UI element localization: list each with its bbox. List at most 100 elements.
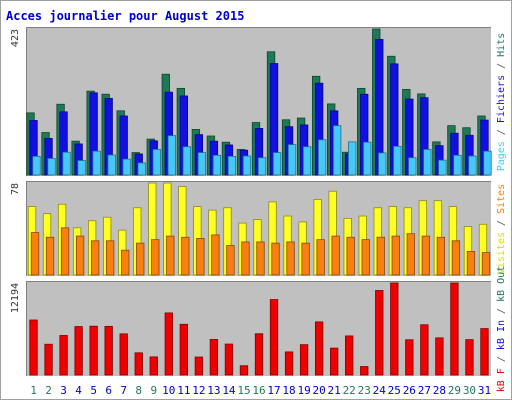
bar-kb-f-day-29 <box>450 282 459 376</box>
bar-sites-day-8 <box>136 242 145 276</box>
bar-kb-f-day-21 <box>330 347 339 376</box>
chart-title: Acces journalier pour August 2015 <box>6 9 245 23</box>
legend-label: Pages / Fichiers / Hits <box>496 33 507 172</box>
bar-kb-f-day-31 <box>480 328 489 376</box>
bar-pages-day-22 <box>348 141 357 176</box>
x-tick-label-day-20: 20 <box>313 384 326 397</box>
bar-pages-day-28 <box>438 159 447 176</box>
bar-pages-day-1 <box>32 155 41 176</box>
bar-sites-day-6 <box>106 240 115 276</box>
bar-sites-day-11 <box>181 236 190 276</box>
bar-pages-day-23 <box>363 141 372 176</box>
bar-pages-day-4 <box>77 160 86 176</box>
bar-sites-day-20 <box>316 239 325 276</box>
bar-sites-day-19 <box>301 242 310 276</box>
legend-label: kB F / kB In / kB Out <box>496 266 507 392</box>
legend-part: / <box>496 302 507 320</box>
bar-kb-f-day-18 <box>284 351 294 376</box>
bar-sites-day-22 <box>346 236 355 276</box>
bar-kb-f-day-12 <box>194 356 204 376</box>
bar-sites-day-18 <box>286 241 295 276</box>
bar-kb-f-day-14 <box>224 343 234 376</box>
bar-pages-day-13 <box>212 154 222 176</box>
bar-kb-f-day-28 <box>435 337 444 376</box>
bar-kb-f-day-5 <box>89 325 98 376</box>
bar-pages-day-26 <box>408 157 417 176</box>
bar-pages-day-27 <box>423 149 432 176</box>
bar-pages-day-30 <box>468 155 477 176</box>
bar-pages-day-31 <box>483 150 492 176</box>
bar-kb-f-day-30 <box>465 339 474 376</box>
x-tick-label-day-11: 11 <box>177 384 190 397</box>
legend-part: kB Out <box>496 266 507 302</box>
bar-kb-f-day-3 <box>59 335 68 376</box>
bar-pages-day-17 <box>272 152 282 176</box>
bar-sites-day-24 <box>376 236 385 276</box>
bar-sites-day-12 <box>196 238 205 276</box>
x-tick-label-day-19: 19 <box>297 384 310 397</box>
bar-pages-day-15 <box>242 155 252 176</box>
x-tick-label-day-15: 15 <box>237 384 250 397</box>
bar-kb-f-day-6 <box>104 325 113 376</box>
bar-sites-day-13 <box>211 234 220 276</box>
x-tick-label-day-29: 29 <box>448 384 461 397</box>
bar-kb-f-day-7 <box>119 333 128 376</box>
bar-pages-day-2 <box>47 158 56 176</box>
x-tick-label-day-16: 16 <box>252 384 265 397</box>
bar-pages-day-6 <box>107 154 116 176</box>
bar-pages-day-7 <box>122 158 131 176</box>
bar-kb-f-day-20 <box>314 321 324 376</box>
bar-kb-f-day-15 <box>239 365 249 376</box>
bar-sites-day-21 <box>331 235 340 276</box>
legend-part: Fichiers <box>496 75 507 123</box>
bar-pages-day-24 <box>378 152 387 176</box>
x-tick-label-day-13: 13 <box>207 384 220 397</box>
legend-part: kB In <box>496 320 507 350</box>
bar-kb-f-day-11 <box>179 323 188 376</box>
bar-kb-f-day-9 <box>149 356 158 376</box>
bar-pages-day-29 <box>453 154 462 176</box>
legend-part: / <box>496 214 507 232</box>
bar-kb-f-day-23 <box>360 366 369 376</box>
bar-pages-day-18 <box>287 144 297 176</box>
x-tick-label-day-27: 27 <box>418 384 431 397</box>
bar-sites-day-5 <box>91 240 100 276</box>
x-tick-label-day-17: 17 <box>267 384 280 397</box>
bar-kb-f-day-1 <box>29 319 38 376</box>
bar-sites-day-31 <box>481 252 491 276</box>
bar-kb-f-day-22 <box>345 335 354 376</box>
bar-sites-day-1 <box>30 232 40 276</box>
bar-pages-day-19 <box>302 146 312 176</box>
x-tick-label-day-4: 4 <box>75 384 82 397</box>
bar-sites-day-30 <box>466 251 476 276</box>
bar-sites-day-26 <box>406 233 415 276</box>
x-tick-label-day-7: 7 <box>120 384 127 397</box>
bar-kb-f-day-26 <box>405 339 414 376</box>
legend-part: / <box>496 350 507 368</box>
x-tick-label-day-9: 9 <box>150 384 157 397</box>
bar-sites-day-4 <box>75 235 85 276</box>
x-tick-label-day-24: 24 <box>373 384 387 397</box>
bar-pages-day-21 <box>333 125 342 176</box>
bar-sites-day-16 <box>256 241 265 276</box>
legend-label: Visites / Sites <box>496 184 507 274</box>
bar-pages-day-11 <box>182 146 191 176</box>
bar-pages-day-16 <box>257 157 267 176</box>
x-tick-label-day-2: 2 <box>45 384 52 397</box>
bar-kb-f-day-16 <box>254 333 264 376</box>
bar-sites-day-23 <box>361 239 370 276</box>
y-max-label: 423 <box>10 29 21 47</box>
x-tick-label-day-23: 23 <box>358 384 371 397</box>
x-tick-label-day-10: 10 <box>162 384 175 397</box>
bar-pages-day-14 <box>227 155 237 176</box>
x-tick-label-day-5: 5 <box>90 384 97 397</box>
x-tick-label-day-14: 14 <box>222 384 236 397</box>
legend-part: / <box>496 123 507 141</box>
bar-sites-day-15 <box>241 241 250 276</box>
x-tick-label-day-22: 22 <box>343 384 356 397</box>
bar-sites-day-2 <box>45 236 55 276</box>
bar-pages-day-9 <box>152 149 161 176</box>
x-tick-label-day-25: 25 <box>388 384 401 397</box>
